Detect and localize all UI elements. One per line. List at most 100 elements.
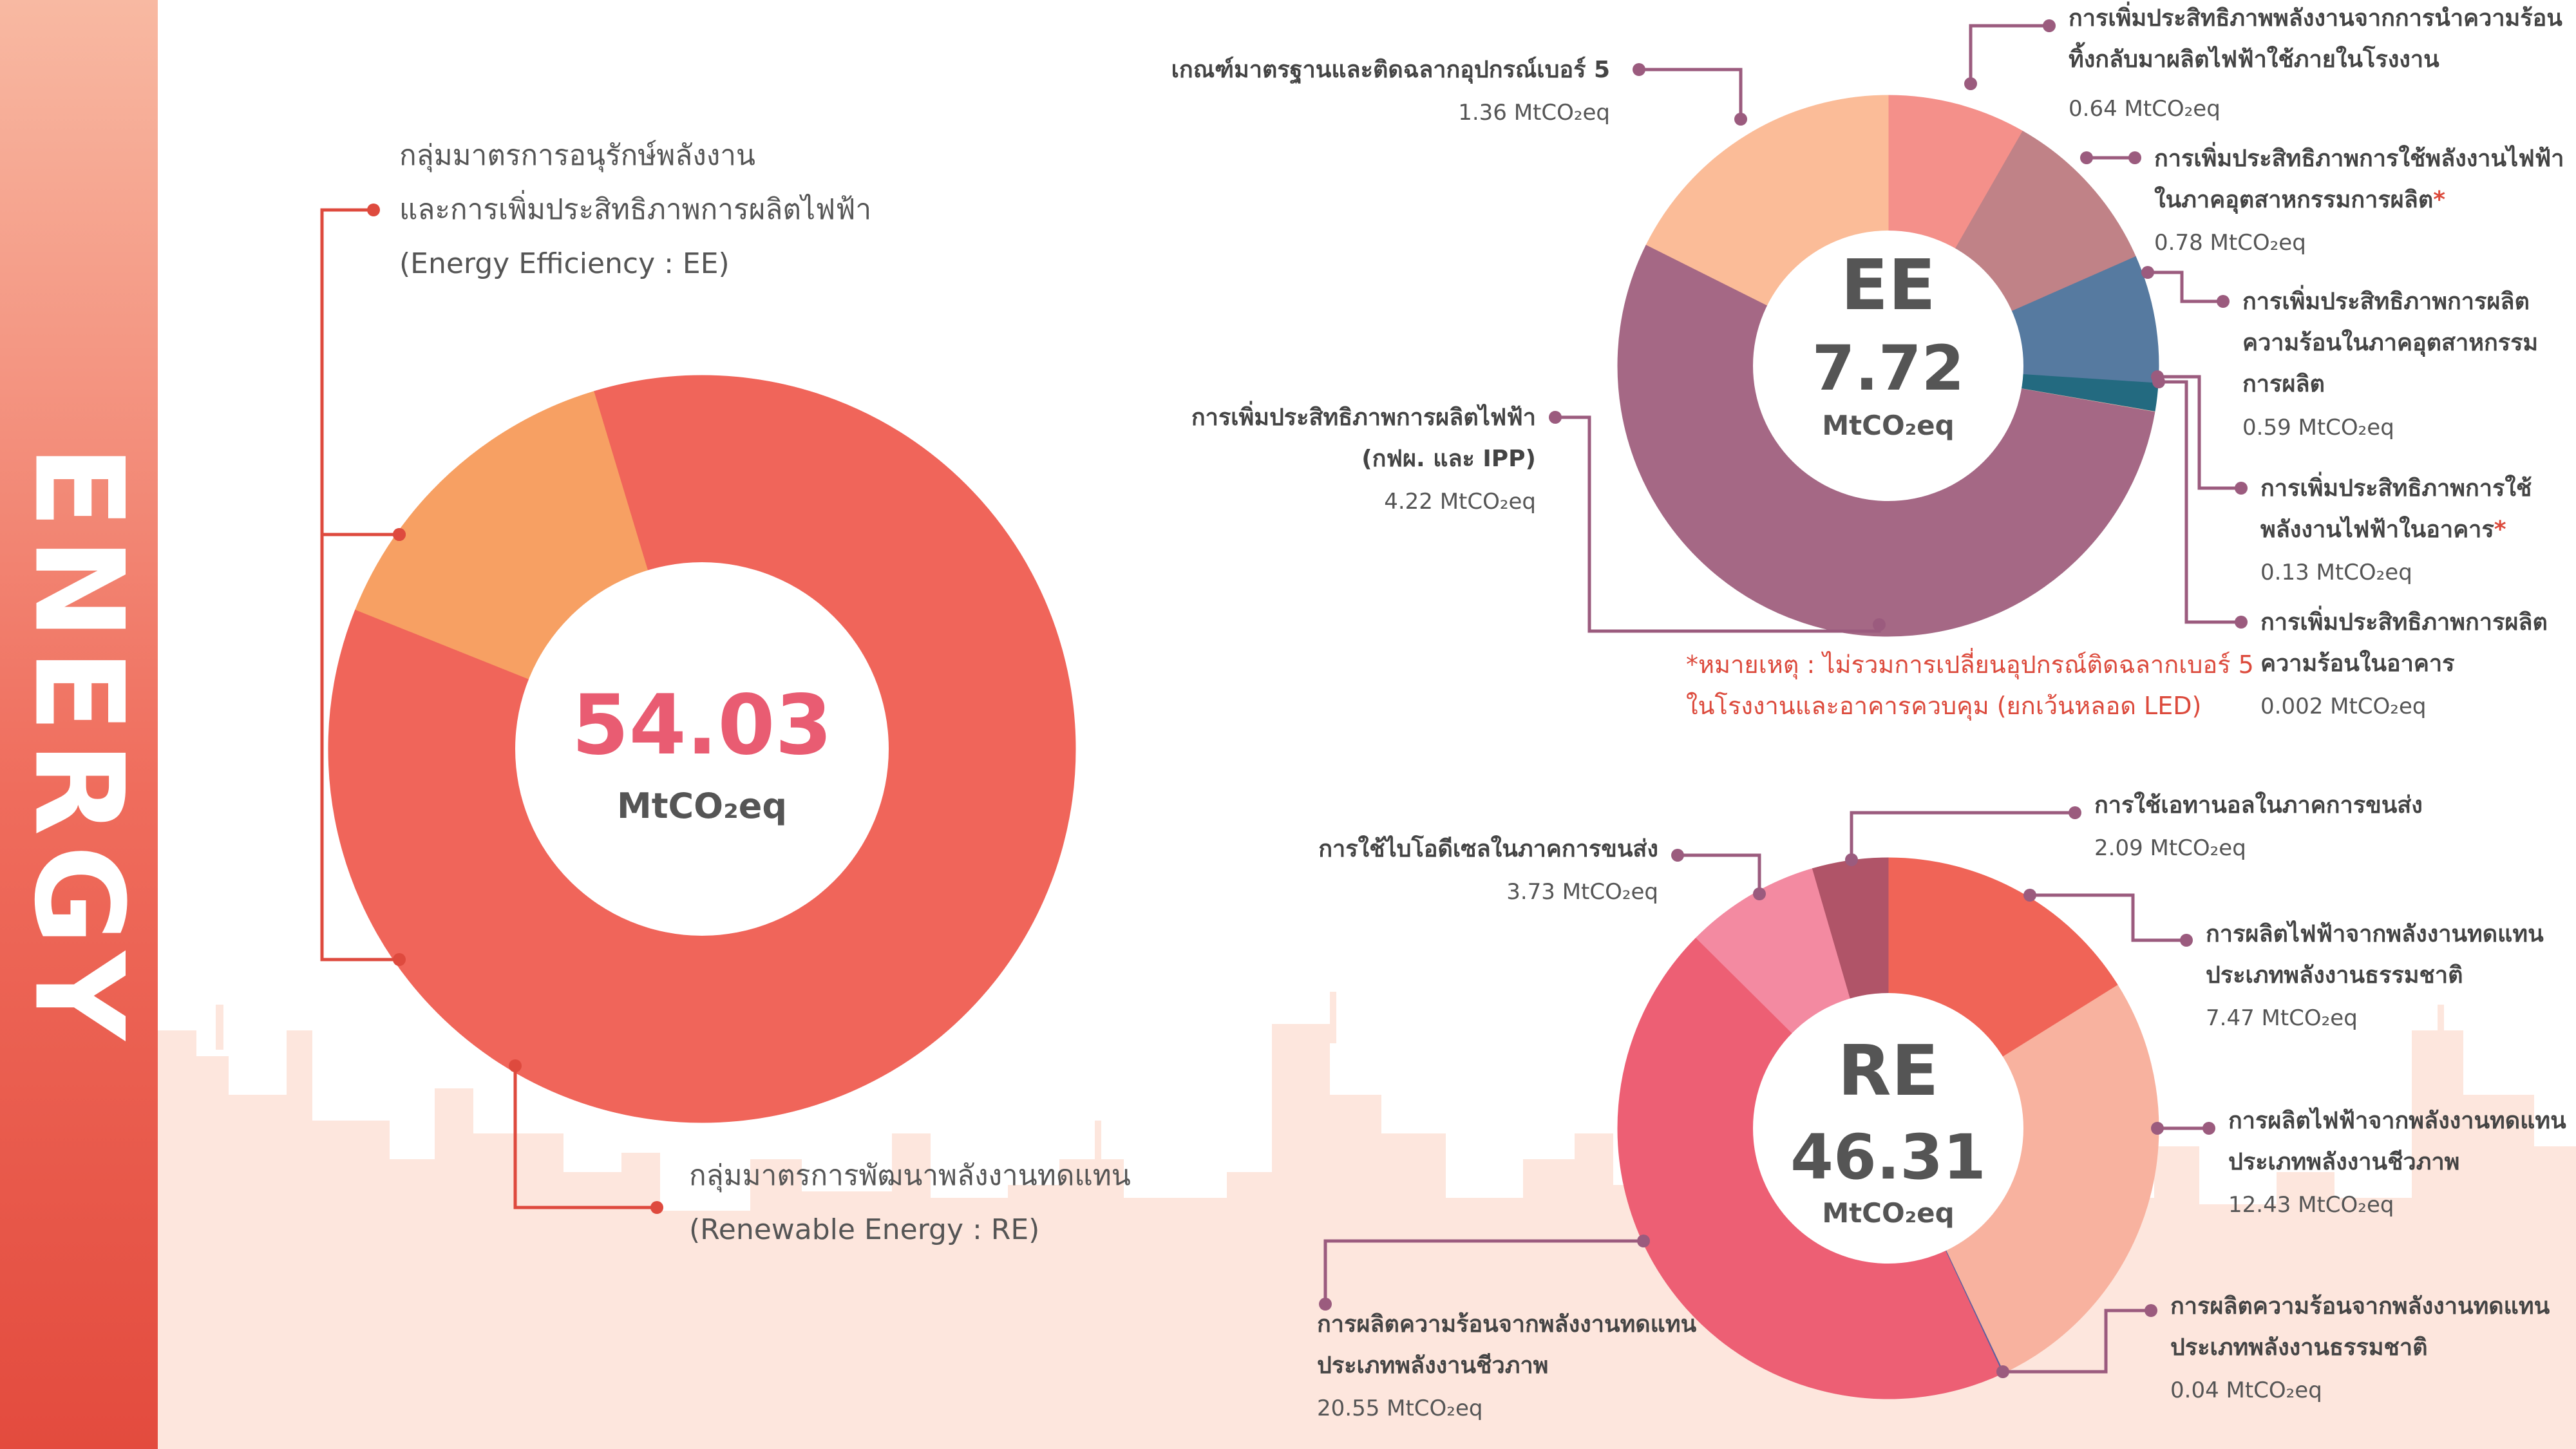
donut-hole xyxy=(1753,993,2023,1264)
ee-slice-label-5: (กฟผ. และ IPP) xyxy=(1361,446,1536,472)
ee-leader-6-dot xyxy=(1734,113,1747,126)
main-leader-re-dot xyxy=(509,1059,522,1072)
skyline-building xyxy=(312,1121,390,1449)
ee-leader-5-dot xyxy=(1549,411,1562,424)
skyline-building xyxy=(2154,1146,2199,1449)
ee-slice-value-6: 1.36 MtCO₂eq xyxy=(1458,100,1610,126)
ee-leader-4-dot xyxy=(2235,616,2248,629)
donut-hole xyxy=(515,562,889,936)
skyline-spire xyxy=(216,1005,223,1050)
re-leader-5-dot xyxy=(1845,853,1858,866)
ee-slice-label-5: การเพิ่มประสิทธิภาพการผลิตไฟฟ้า xyxy=(1191,401,1536,431)
ee-leader-6-dot xyxy=(1633,63,1645,76)
skyline-building xyxy=(564,1172,621,1449)
skyline-building xyxy=(1124,1198,1227,1449)
re-slice-value-1: 12.43 MtCO₂eq xyxy=(2228,1192,2394,1218)
re-slice-value-2: 0.04 MtCO₂eq xyxy=(2170,1378,2322,1403)
main-leader-re-dot xyxy=(650,1201,663,1214)
skyline-building xyxy=(1523,1159,1575,1449)
skyline-building xyxy=(287,1030,312,1449)
re-slice-label-1: การผลิตไฟฟ้าจากพลังงานทดแทน xyxy=(2228,1106,2566,1134)
ee-note-line: *หมายเหตุ : ไม่รวมการเปลี่ยนอุปกรณ์ติดฉล… xyxy=(1686,648,2254,679)
ee-leader-2-dot xyxy=(2141,266,2154,279)
re-slice-label-1: ประเภทพลังงานชีวภาพ xyxy=(2228,1149,2459,1175)
skyline-building xyxy=(473,1133,564,1449)
re-center-title: RE xyxy=(1838,1031,1939,1112)
skyline-building xyxy=(621,1153,660,1449)
skyline-building xyxy=(1272,1024,1330,1449)
re-slice-value-4: 3.73 MtCO₂eq xyxy=(1506,879,1658,905)
main-leader-ee-path-dot xyxy=(393,528,406,541)
main-label-ee-line: และการเพิ่มประสิทธิภาพการผลิตไฟฟ้า xyxy=(399,189,871,226)
donut-chart-0: 54.03 MtCO₂eq กลุ่มมาตรการอนุรักษ์พลังงานแ… xyxy=(320,139,1131,1246)
ee-leader-3 xyxy=(2157,375,2241,490)
re-leader-3-dot xyxy=(1637,1235,1650,1247)
ee-leader-1-dot xyxy=(2128,151,2141,164)
ee-slice-label-4: การเพิ่มประสิทธิภาพการผลิต xyxy=(2260,605,2548,636)
ee-note-line: ในโรงงานและอาคารควบคุม (ยกเว้นหลอด LED) xyxy=(1686,692,2201,721)
re-leader-0-dot xyxy=(2180,934,2193,947)
sidebar-band xyxy=(0,0,158,1449)
ee-slice-value-2: 0.59 MtCO₂eq xyxy=(2242,415,2394,440)
re-leader-0-dot xyxy=(2023,889,2036,902)
ee-slice-label-2: ความร้อนในภาคอุตสาหกรรม xyxy=(2242,328,2538,357)
ee-star-mark: * xyxy=(2433,187,2445,213)
skyline-building xyxy=(2277,1172,2334,1449)
ee-slice-value-4: 0.002 MtCO₂eq xyxy=(2260,694,2426,719)
re-center-unit: MtCO₂eq xyxy=(1822,1197,1954,1229)
ee-center-title: EE xyxy=(1841,245,1936,326)
main-center-value: 54.03 xyxy=(572,677,833,773)
re-leader-4-dot xyxy=(1671,849,1684,862)
ee-leader-0-dot xyxy=(2043,19,2056,32)
skyline-building xyxy=(196,1056,229,1449)
ee-slice-value-0: 0.64 MtCO₂eq xyxy=(2069,96,2221,122)
skyline-building xyxy=(1330,1095,1381,1449)
main-label-re-line: กลุ่มมาตรการพัฒนาพลังงานทดแทน xyxy=(689,1159,1131,1193)
re-slice-label-3: ประเภทพลังงานชีวภาพ xyxy=(1317,1352,1548,1379)
skyline-building xyxy=(2199,1204,2277,1449)
re-slice-label-2: ประเภทพลังงานธรรมชาติ xyxy=(2170,1334,2427,1361)
ee-slice-label-1: การเพิ่มประสิทธิภาพการใช้พลังงานไฟฟ้า xyxy=(2154,142,2564,172)
ee-leader-1-dot xyxy=(2080,151,2093,164)
re-slice-label-5: การใช้เอทานอลในภาคการขนส่ง xyxy=(2094,791,2423,819)
re-leader-1-dot xyxy=(2202,1122,2215,1135)
re-leader-2 xyxy=(2003,1309,2151,1374)
skyline-building xyxy=(802,1191,892,1449)
skyline-spire xyxy=(1330,992,1336,1043)
skyline-building xyxy=(229,1095,287,1449)
skyline-building xyxy=(158,1030,196,1449)
skyline-building xyxy=(2334,1198,2412,1449)
ee-leader-0 xyxy=(1969,24,2049,84)
ee-slice-label-2: การผลิต xyxy=(2242,371,2325,397)
ee-leader-6 xyxy=(1639,68,1743,119)
ee-leader-0-dot xyxy=(1964,77,1977,90)
re-slice-label-0: การผลิตไฟฟ้าจากพลังงานทดแทน xyxy=(2206,920,2544,947)
main-leader-ee-path-dot xyxy=(367,204,380,216)
main-leader-ee-dot xyxy=(393,953,406,966)
ee-slice-label-1: ในภาคอุตสาหกรรมการผลิต* xyxy=(2154,185,2445,214)
skyline-building xyxy=(1008,1185,1059,1449)
ee-leader-2-dot xyxy=(2217,295,2230,308)
skyline-building xyxy=(2463,1095,2534,1449)
ee-slice-value-1: 0.78 MtCO₂eq xyxy=(2154,230,2306,256)
re-leader-5-dot xyxy=(2069,806,2081,819)
donut-hole xyxy=(1753,231,2023,501)
ee-slice-value-3: 0.13 MtCO₂eq xyxy=(2260,560,2412,585)
skyline-building xyxy=(1381,1133,1446,1449)
donut-chart-2: RE 46.31 MtCO₂eq การผลิตไฟฟ้าจากพลังงานทดแท… xyxy=(1317,791,2566,1421)
main-label-ee-line: กลุ่มมาตรการอนุรักษ์พลังงาน xyxy=(399,139,755,173)
ee-center-unit: MtCO₂eq xyxy=(1822,410,1954,441)
main-leader-ee-path xyxy=(320,208,399,536)
re-slice-label-4: การใช้ไบโอดีเซลในภาคการขนส่ง xyxy=(1318,835,1658,862)
re-slice-value-5: 2.09 MtCO₂eq xyxy=(2094,835,2246,861)
skyline-dome xyxy=(2177,1208,2254,1243)
donut-chart-1: EE7.72 MtCO₂eq การเพิ่มประสิทธิภาพพลังงานจ… xyxy=(1171,1,2564,721)
ee-slice-label-3: การเพิ่มประสิทธิภาพการใช้ xyxy=(2260,471,2532,502)
re-leader-3-dot xyxy=(1319,1298,1332,1311)
ee-star-mark: * xyxy=(2494,516,2506,543)
re-slice-label-2: การผลิตความร้อนจากพลังงานทดแทน xyxy=(2170,1293,2550,1320)
re-leader-5 xyxy=(1850,811,2075,860)
ee-slice-label-3: พลังงานไฟฟ้าในอาคาร* xyxy=(2260,515,2506,543)
